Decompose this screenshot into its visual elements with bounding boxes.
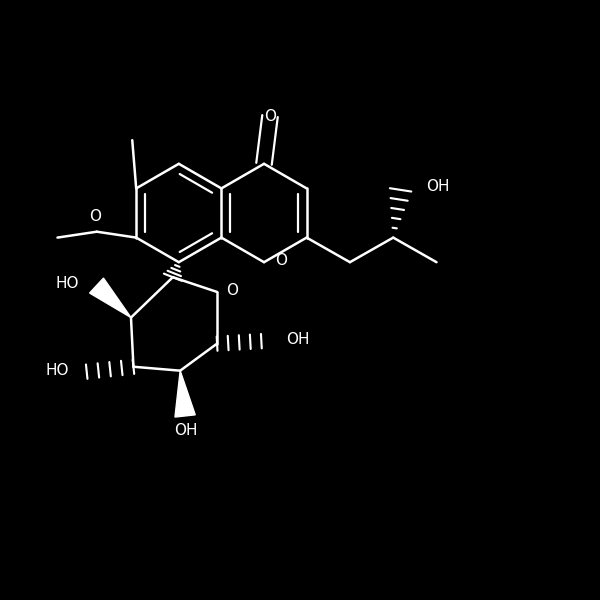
Text: O: O xyxy=(89,209,101,224)
Text: HO: HO xyxy=(45,363,69,378)
Text: OH: OH xyxy=(175,424,198,439)
Text: O: O xyxy=(264,109,276,124)
Text: O: O xyxy=(226,283,238,298)
Polygon shape xyxy=(89,278,131,317)
Text: HO: HO xyxy=(55,276,79,291)
Polygon shape xyxy=(175,371,195,417)
Text: O: O xyxy=(275,253,287,268)
Text: OH: OH xyxy=(426,179,449,194)
Text: OH: OH xyxy=(287,332,310,347)
